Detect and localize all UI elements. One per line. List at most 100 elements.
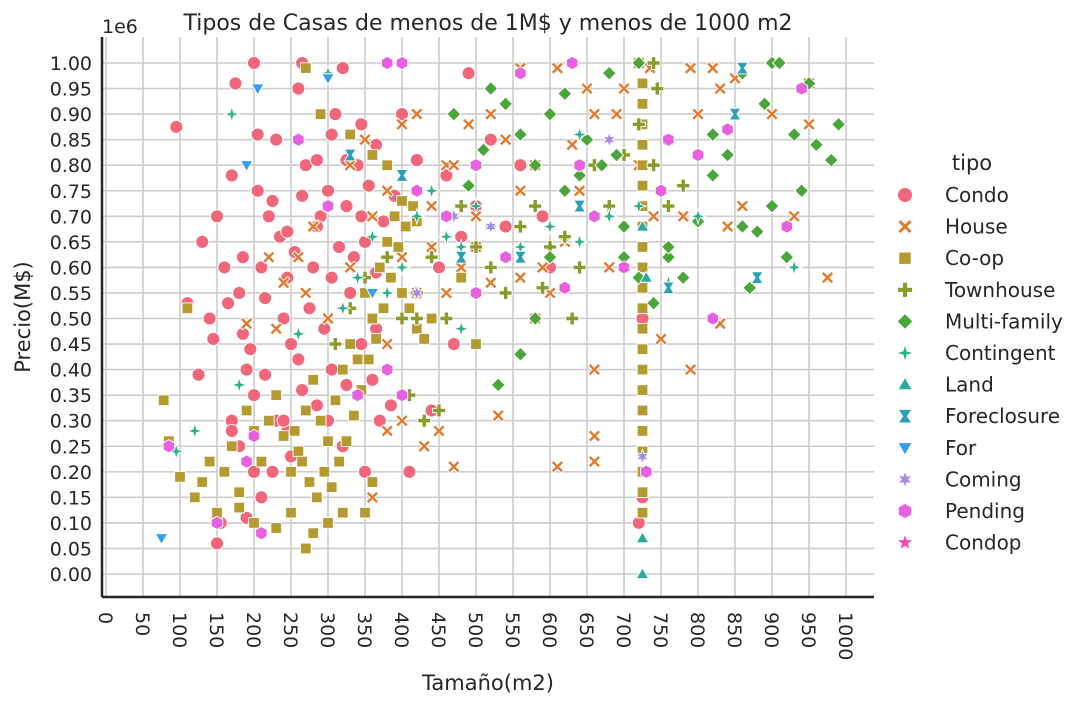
data-point xyxy=(512,127,528,143)
data-point xyxy=(362,353,375,366)
data-point xyxy=(233,486,245,499)
data-point xyxy=(250,127,265,142)
legend-item: Condo xyxy=(897,183,1009,207)
data-point xyxy=(247,56,261,70)
data-point xyxy=(348,268,367,287)
data-point xyxy=(395,55,409,71)
data-point xyxy=(631,270,647,286)
data-point xyxy=(221,296,236,311)
y-tick-label: 0.70 xyxy=(50,206,92,228)
data-point xyxy=(314,108,327,120)
data-point xyxy=(309,398,324,413)
data-point xyxy=(381,362,394,377)
data-point xyxy=(661,199,676,214)
legend-label: Condop xyxy=(945,531,1022,555)
data-point xyxy=(513,270,528,285)
data-point xyxy=(550,61,565,75)
data-point xyxy=(422,181,441,200)
data-point xyxy=(491,408,506,423)
x-tick-label: 600 xyxy=(538,612,560,648)
data-point xyxy=(292,445,305,458)
data-point xyxy=(749,224,765,240)
data-point xyxy=(409,153,424,168)
data-point xyxy=(558,280,571,295)
y-axis-label: Precio(M$) xyxy=(11,261,35,372)
data-point xyxy=(636,77,649,90)
data-point xyxy=(343,158,358,173)
y-tick-label: 0.55 xyxy=(50,283,92,305)
data-point xyxy=(734,219,750,234)
x-tick-label: 900 xyxy=(760,612,782,648)
data-point xyxy=(572,199,587,213)
data-point xyxy=(307,527,319,539)
data-point xyxy=(380,183,395,198)
data-point xyxy=(409,284,425,302)
data-point xyxy=(446,337,461,351)
data-point xyxy=(676,209,691,224)
data-point xyxy=(300,404,312,417)
data-point xyxy=(189,491,201,504)
y-tick-label: 0.05 xyxy=(50,538,92,560)
data-point xyxy=(247,388,261,403)
x-tick-label: 1000 xyxy=(834,612,856,660)
data-point xyxy=(351,353,364,366)
data-point xyxy=(321,183,335,198)
data-point xyxy=(654,183,668,198)
data-point xyxy=(587,454,602,469)
axes xyxy=(100,37,874,599)
data-point xyxy=(402,464,417,479)
data-point xyxy=(366,312,379,325)
y-tick-label: 0.90 xyxy=(50,104,92,126)
data-point xyxy=(475,142,491,158)
x-tick-label: 50 xyxy=(131,612,153,636)
data-point xyxy=(683,61,698,75)
data-point xyxy=(303,476,316,488)
data-point xyxy=(329,394,342,407)
data-point xyxy=(512,346,528,362)
data-point xyxy=(573,158,586,173)
data-point xyxy=(295,383,310,397)
data-point xyxy=(258,367,273,382)
y-tick-label: 0.65 xyxy=(50,232,92,254)
x-tick-label: 450 xyxy=(427,612,449,648)
data-point xyxy=(432,260,446,275)
legend-item: Land xyxy=(897,373,994,397)
data-point xyxy=(452,319,471,338)
data-point xyxy=(324,127,339,142)
legend-marker xyxy=(894,342,916,364)
data-point xyxy=(617,260,631,275)
data-point xyxy=(328,337,343,351)
data-point xyxy=(324,270,339,285)
chart-title: Tipos de Casas de menos de 1M$ y menos d… xyxy=(182,11,792,36)
legend-marker xyxy=(897,218,913,235)
data-point xyxy=(750,271,764,284)
data-point xyxy=(295,188,310,203)
data-point xyxy=(446,158,461,173)
data-point xyxy=(439,168,454,183)
data-point xyxy=(239,160,254,173)
data-point xyxy=(527,157,543,173)
x-axis-label: Tamaño(m2) xyxy=(421,671,554,695)
data-point xyxy=(255,455,268,468)
data-point xyxy=(461,117,476,132)
data-point xyxy=(395,107,409,122)
data-point xyxy=(195,234,210,249)
data-point xyxy=(820,270,835,285)
data-point xyxy=(395,311,409,326)
data-point xyxy=(683,362,698,377)
series-condo xyxy=(169,56,650,551)
data-point xyxy=(636,363,649,376)
legend-item: Foreclosure xyxy=(897,404,1060,428)
y-tick-label: 0.00 xyxy=(50,564,92,586)
data-point xyxy=(579,132,595,148)
legend-label: Townhouse xyxy=(944,278,1055,302)
x-tick-label: 300 xyxy=(316,612,338,648)
data-point xyxy=(676,178,691,193)
data-point xyxy=(277,430,290,442)
x-tick-label: 350 xyxy=(353,612,375,648)
data-point xyxy=(650,81,665,96)
data-point xyxy=(202,311,217,326)
series-pending xyxy=(162,55,808,541)
data-point xyxy=(250,183,265,198)
data-point xyxy=(395,169,409,182)
